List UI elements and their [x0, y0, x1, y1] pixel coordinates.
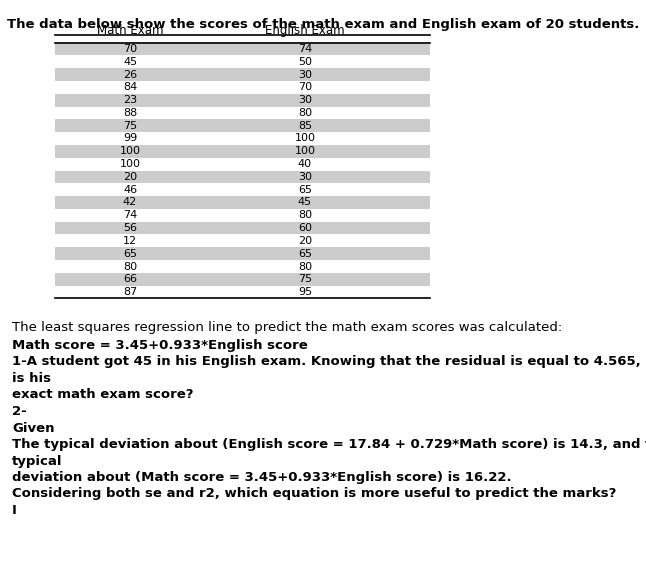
Text: 50: 50 — [298, 57, 312, 67]
Text: 26: 26 — [123, 70, 137, 80]
Bar — [55, 222, 430, 234]
Text: Considering both se and r2, which equation is more useful to predict the marks?: Considering both se and r2, which equati… — [12, 488, 621, 500]
Bar — [55, 171, 430, 183]
Bar — [55, 94, 430, 107]
Text: Considering both se and r2, which equation is more useful to predict the marks?: Considering both se and r2, which equati… — [12, 488, 621, 500]
Text: 56: 56 — [123, 223, 137, 233]
Text: Math score = 3.45+0.933*English score: Math score = 3.45+0.933*English score — [12, 339, 307, 352]
Text: The data below show the scores of the math exam and English exam of 20 students.: The data below show the scores of the ma… — [7, 18, 639, 31]
Text: 75: 75 — [123, 121, 137, 131]
Text: 75: 75 — [298, 274, 312, 284]
Text: 74: 74 — [123, 210, 137, 220]
Text: 85: 85 — [298, 121, 312, 131]
Text: 42: 42 — [123, 197, 137, 208]
Text: 45: 45 — [298, 197, 312, 208]
Text: I: I — [12, 504, 17, 517]
Text: 20: 20 — [298, 236, 312, 246]
Text: 40: 40 — [298, 159, 312, 169]
Text: Math Exam: Math Exam — [97, 24, 163, 37]
Bar — [55, 43, 430, 56]
Bar — [55, 145, 430, 158]
Text: The typical deviation about (English score = 17.84 + 0.729*Math score) is 14.3, : The typical deviation about (English sco… — [12, 438, 646, 451]
Text: 30: 30 — [298, 70, 312, 80]
Text: 87: 87 — [123, 287, 137, 297]
Text: 2-: 2- — [12, 405, 26, 418]
Text: 30: 30 — [298, 95, 312, 105]
Text: 100: 100 — [120, 146, 140, 157]
Bar — [55, 247, 430, 260]
Text: 88: 88 — [123, 108, 137, 118]
Bar — [55, 119, 430, 132]
Text: 23: 23 — [123, 95, 137, 105]
Text: 70: 70 — [298, 82, 312, 93]
Text: 46: 46 — [123, 185, 137, 195]
Text: 12: 12 — [123, 236, 137, 246]
Text: 95: 95 — [298, 287, 312, 297]
Text: 99: 99 — [123, 134, 137, 144]
Text: 80: 80 — [298, 108, 312, 118]
Text: The least squares regression line to predict the math exam scores was calculated: The least squares regression line to pre… — [12, 320, 562, 333]
Text: 80: 80 — [298, 210, 312, 220]
Text: typical: typical — [12, 454, 63, 467]
Text: 65: 65 — [298, 249, 312, 259]
Text: 80: 80 — [123, 261, 137, 272]
Text: 100: 100 — [120, 159, 140, 169]
Text: 45: 45 — [123, 57, 137, 67]
Text: English Exam: English Exam — [266, 24, 345, 37]
Text: 100: 100 — [295, 134, 315, 144]
Text: Given: Given — [12, 421, 54, 435]
Text: 100: 100 — [295, 146, 315, 157]
Text: exact math exam score?: exact math exam score? — [12, 389, 194, 402]
Text: 70: 70 — [123, 44, 137, 54]
Text: 80: 80 — [298, 261, 312, 272]
Text: 20: 20 — [123, 172, 137, 182]
Bar — [55, 273, 430, 286]
Text: 74: 74 — [298, 44, 312, 54]
Text: 60: 60 — [298, 223, 312, 233]
Text: 65: 65 — [298, 185, 312, 195]
Bar — [55, 196, 430, 209]
Bar — [55, 68, 430, 81]
Text: is his: is his — [12, 372, 51, 385]
Text: 84: 84 — [123, 82, 137, 93]
Text: 30: 30 — [298, 172, 312, 182]
Text: 66: 66 — [123, 274, 137, 284]
Text: deviation about (Math score = 3.45+0.933*English score) is 16.22.: deviation about (Math score = 3.45+0.933… — [12, 471, 512, 484]
Text: 65: 65 — [123, 249, 137, 259]
Text: 1-A student got 45 in his English exam. Knowing that the residual is equal to 4.: 1-A student got 45 in his English exam. … — [12, 356, 646, 369]
